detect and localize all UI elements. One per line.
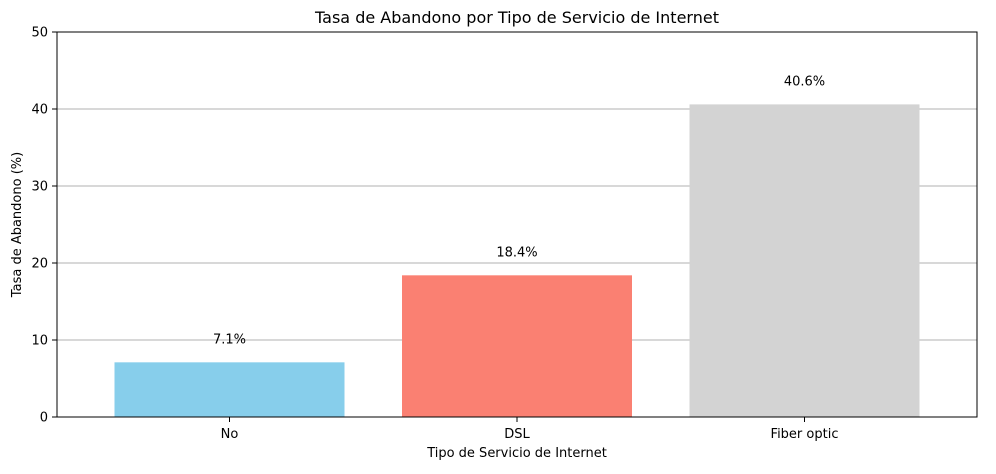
data-labels: 7.1% 18.4% 40.6% bbox=[213, 74, 825, 347]
data-label: 7.1% bbox=[213, 332, 246, 347]
y-tick-label: 0 bbox=[40, 411, 48, 426]
x-tick-label: No bbox=[221, 427, 239, 442]
bars bbox=[114, 104, 920, 417]
y-axis-label: Tasa de Abandono (%) bbox=[10, 152, 25, 298]
y-axis-ticks: 0 10 20 30 40 50 bbox=[31, 26, 57, 426]
data-label: 40.6% bbox=[784, 74, 825, 89]
bar-no bbox=[114, 362, 345, 417]
x-tick-label: Fiber optic bbox=[771, 427, 839, 442]
y-tick-label: 30 bbox=[31, 180, 48, 195]
x-axis-ticks: No DSL Fiber optic bbox=[221, 417, 839, 442]
y-tick-label: 50 bbox=[31, 26, 48, 41]
y-tick-label: 10 bbox=[31, 334, 48, 349]
x-axis-label: Tipo de Servicio de Internet bbox=[426, 446, 607, 461]
y-tick-label: 40 bbox=[31, 103, 48, 118]
y-tick-label: 20 bbox=[31, 257, 48, 272]
bar-dsl bbox=[402, 275, 632, 417]
data-label: 18.4% bbox=[496, 245, 537, 260]
chart-title: Tasa de Abandono por Tipo de Servicio de… bbox=[314, 8, 719, 27]
bar-fiber-optic bbox=[689, 104, 920, 417]
x-tick-label: DSL bbox=[504, 427, 530, 442]
